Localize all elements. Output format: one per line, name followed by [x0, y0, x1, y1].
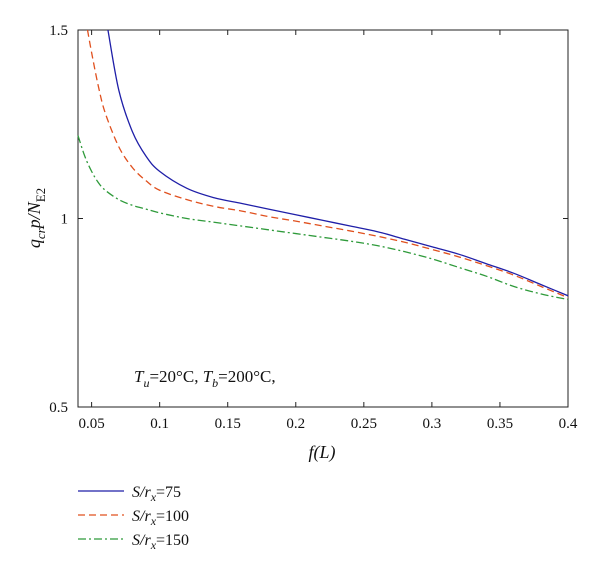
x-tick-label: 0.15 [215, 416, 241, 432]
legend-s-75: S/ [132, 484, 146, 501]
legend-r-100: r [144, 508, 151, 525]
x-tick-label: 0.1 [150, 416, 169, 432]
y-label-p: p/N [24, 201, 44, 230]
x-axis-label: f(L) [308, 442, 335, 463]
x-tick-label: 0.35 [487, 416, 513, 432]
legend-entry-75: S/rx=75 [78, 484, 181, 504]
series-lines [77, 29, 569, 301]
y-tick-label: 1 [61, 212, 69, 228]
legend-s-100: S/ [132, 508, 146, 525]
tb-subscript: b [212, 376, 218, 390]
legend-label-75: S/rx=75 [132, 484, 181, 504]
legend-sub-75: x [150, 490, 157, 504]
plot-area: 0.05 0.1 0.15 0.2 0.25 0.3 0.35 0.4 0.5 1 1.5 [49, 23, 578, 432]
legend-s-150: S/ [132, 532, 146, 549]
y-label-n-sub: E2 [33, 188, 48, 202]
series-line-100 [86, 29, 569, 299]
tu-subscript: u [143, 376, 149, 390]
x-tick-label: 0.25 [351, 416, 377, 432]
y-label-q: q [24, 239, 44, 248]
legend-entry-150: S/rx=150 [78, 532, 189, 552]
tu-symbol: T [134, 367, 145, 386]
legend-entry-100: S/rx=100 [78, 508, 189, 528]
y-tick-label: 1.5 [49, 23, 68, 39]
axis-ticks: 0.05 0.1 0.15 0.2 0.25 0.3 0.35 0.4 0.5 1 1.5 [49, 23, 578, 432]
series-line-75 [107, 29, 569, 297]
y-tick-label: 0.5 [49, 400, 68, 416]
legend-val-100: =100 [156, 508, 189, 525]
y-label-q-sub: cr [33, 227, 48, 239]
x-tick-label: 0.2 [286, 416, 305, 432]
legend-label-150: S/rx=150 [132, 532, 189, 552]
legend-val-150: =150 [156, 532, 189, 549]
legend-sub-150: x [150, 538, 157, 552]
tu-value: =20°C, [149, 367, 202, 386]
x-label-l: (L) [314, 442, 336, 463]
legend-r-75: r [144, 484, 151, 501]
legend-val-75: =75 [156, 484, 181, 501]
tb-value: =200°C, [218, 367, 275, 386]
y-axis-label: qcrp/NE2 [24, 188, 48, 248]
x-tick-label: 0.3 [423, 416, 442, 432]
x-tick-label: 0.05 [78, 416, 104, 432]
tb-symbol: T [203, 367, 214, 386]
legend-r-150: r [144, 532, 151, 549]
series-line-150 [77, 135, 569, 301]
x-label-f: f [308, 442, 316, 462]
legend-label-100: S/rx=100 [132, 508, 189, 528]
legend: S/rx=75 S/rx=100 S/rx=150 [78, 484, 189, 552]
condition-annotation: Tu=20°C, Tb=200°C, [134, 367, 276, 390]
x-tick-label: 0.4 [559, 416, 578, 432]
legend-sub-100: x [150, 514, 157, 528]
